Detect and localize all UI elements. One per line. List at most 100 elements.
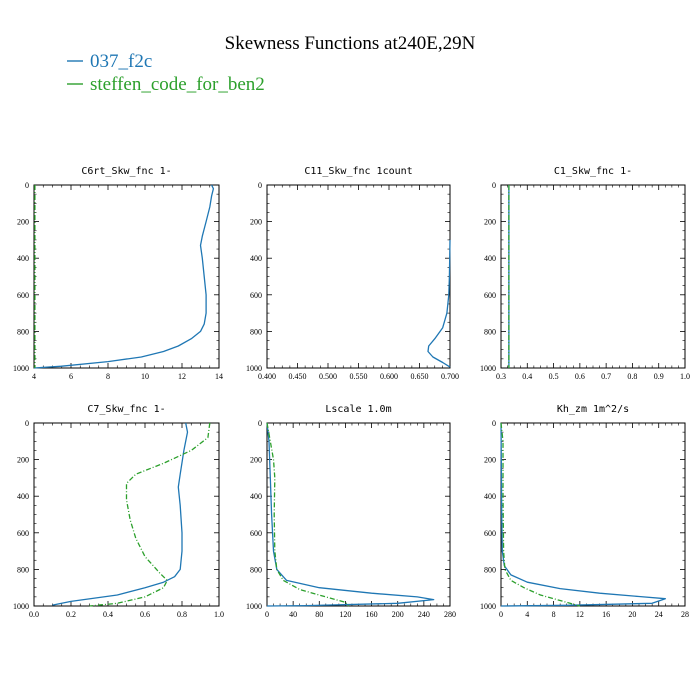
y-tick-label: 800: [17, 565, 29, 574]
panel-3: C1_Skw_fnc 1- 0.3 0.4 0.5 0.6 0.7 0.8 0.9 1.0 0 20…: [480, 166, 690, 381]
y-tick-label: 200: [250, 456, 262, 465]
panel-5: Lscale 1.0m 0 40 80 120 160 200 240 280 0 200 400 60…: [246, 404, 456, 619]
y-tick-label: 0: [258, 419, 262, 428]
panel-grid: C6rt_Skw_fnc 1-4 6 8 10 12 140200400600800100…: [13, 166, 690, 619]
x-tick-label: 0.650: [411, 372, 429, 381]
y-tick-label: 800: [250, 565, 262, 574]
series-line-steffen: [500, 422, 581, 607]
x-tick-label: 200: [392, 610, 404, 619]
y-tick-label: 400: [250, 254, 262, 263]
x-tick-label: 24: [655, 610, 663, 619]
x-tick-label: 0.9: [654, 372, 664, 381]
x-tick-label: 8: [552, 610, 556, 619]
y-tick-label: 800: [484, 565, 496, 574]
x-tick-label: 0.8: [177, 610, 187, 619]
series-line-037-f2c: [500, 422, 666, 607]
x-tick-label: 0.0: [29, 610, 39, 619]
panel-1: C6rt_Skw_fnc 1- 4 6 8 10 12 14 0 200 400 600 800 100…: [13, 166, 223, 381]
panel-title: C7_Skw_fnc 1-: [87, 404, 165, 415]
x-tick-label: 0.5: [549, 372, 559, 381]
x-tick-label: 0.4: [522, 372, 532, 381]
x-tick-label: 80: [315, 610, 323, 619]
x-tick-label: 0.500: [319, 372, 337, 381]
y-tick-label: 600: [484, 529, 496, 538]
panel-title: C11_Skw_fnc 1count: [304, 166, 412, 177]
y-tick-label: 800: [17, 327, 29, 336]
x-tick-label: 0.4: [103, 610, 113, 619]
panel-title: Kh_zm 1m^2/s: [557, 404, 629, 415]
x-tick-label: 240: [418, 610, 430, 619]
panel-title: Lscale 1.0m: [325, 404, 391, 415]
y-tick-label: 600: [17, 529, 29, 538]
series-line-037-f2c: [33, 184, 215, 369]
y-tick-label: 0: [25, 181, 29, 190]
y-tick-label: 400: [17, 254, 29, 263]
x-tick-label: 0: [499, 610, 503, 619]
x-tick-label: 28: [681, 610, 689, 619]
y-tick-label: 800: [484, 327, 496, 336]
x-tick-label: 0.700: [441, 372, 459, 381]
y-tick-label: 0: [492, 181, 496, 190]
figure-title: Skewness Functions at240E,29N: [225, 33, 476, 54]
x-tick-label: 6: [69, 372, 73, 381]
x-tick-label: 16: [602, 610, 610, 619]
y-tick-label: 200: [17, 218, 29, 227]
y-tick-label: 1000: [480, 364, 496, 373]
panel-2: C11_Skw_fnc 1count 0.400 0.450 0.500 0.550 0.…: [246, 166, 459, 381]
x-tick-label: 0: [265, 610, 269, 619]
legend-label-037-f2c: 037_f2c: [90, 51, 152, 72]
panel-6: Kh_zm 1m^2/s 0 4 8 12 16 20 24 28 0 200 400 600 800 10…: [480, 404, 689, 619]
x-tick-label: 0.6: [575, 372, 585, 381]
y-tick-label: 1000: [13, 364, 29, 373]
y-tick-label: 600: [250, 291, 262, 300]
y-tick-label: 600: [17, 291, 29, 300]
y-tick-label: 400: [17, 492, 29, 501]
x-tick-label: 0.450: [289, 372, 307, 381]
y-tick-label: 0: [492, 419, 496, 428]
x-tick-label: 0.6: [140, 610, 150, 619]
y-tick-label: 200: [484, 218, 496, 227]
x-tick-label: 0.600: [380, 372, 398, 381]
panel-title: C1_Skw_fnc 1-: [554, 166, 632, 177]
x-tick-label: 1.0: [214, 610, 224, 619]
panel-title: C6rt_Skw_fnc 1-: [81, 166, 171, 177]
x-tick-label: 0.550: [350, 372, 368, 381]
legend-label-steffen: steffen_code_for_ben2: [90, 74, 265, 95]
y-tick-label: 1000: [480, 602, 496, 611]
series-line-steffen: [89, 422, 211, 607]
y-tick-label: 600: [250, 529, 262, 538]
x-tick-label: 0.2: [66, 610, 76, 619]
y-tick-label: 400: [250, 492, 262, 501]
y-tick-label: 200: [250, 218, 262, 227]
panel-4: C7_Skw_fnc 1- 0.0 0.2 0.4 0.6 0.8 1.0 0 200 400 60…: [13, 404, 224, 619]
plot-frame: [33, 422, 220, 607]
x-tick-label: 20: [628, 610, 636, 619]
x-tick-label: 10: [141, 372, 149, 381]
series-line-037-f2c: [52, 422, 189, 606]
legend: 037_f2c steffen_code_for_ben2: [67, 51, 265, 95]
plot-frame: [266, 422, 451, 607]
y-tick-label: 400: [484, 492, 496, 501]
x-tick-label: 40: [289, 610, 297, 619]
plot-frame: [500, 422, 686, 607]
series-line-037-f2c: [427, 239, 451, 368]
x-tick-label: 4: [32, 372, 36, 381]
plot-frame: [500, 184, 686, 369]
y-tick-label: 1000: [246, 364, 262, 373]
y-tick-label: 200: [484, 456, 496, 465]
plot-frame: [33, 184, 220, 369]
y-tick-label: 200: [17, 456, 29, 465]
x-tick-label: 0.3: [496, 372, 506, 381]
x-tick-label: 120: [339, 610, 351, 619]
y-tick-label: 800: [250, 327, 262, 336]
x-tick-label: 0.8: [627, 372, 637, 381]
x-tick-label: 1.0: [680, 372, 690, 381]
y-tick-label: 1000: [13, 602, 29, 611]
y-tick-label: 400: [484, 254, 496, 263]
x-tick-label: 0.400: [258, 372, 276, 381]
plot-frame: [266, 184, 451, 369]
y-tick-label: 600: [484, 291, 496, 300]
series-line-steffen: [266, 422, 350, 607]
x-tick-label: 4: [525, 610, 529, 619]
